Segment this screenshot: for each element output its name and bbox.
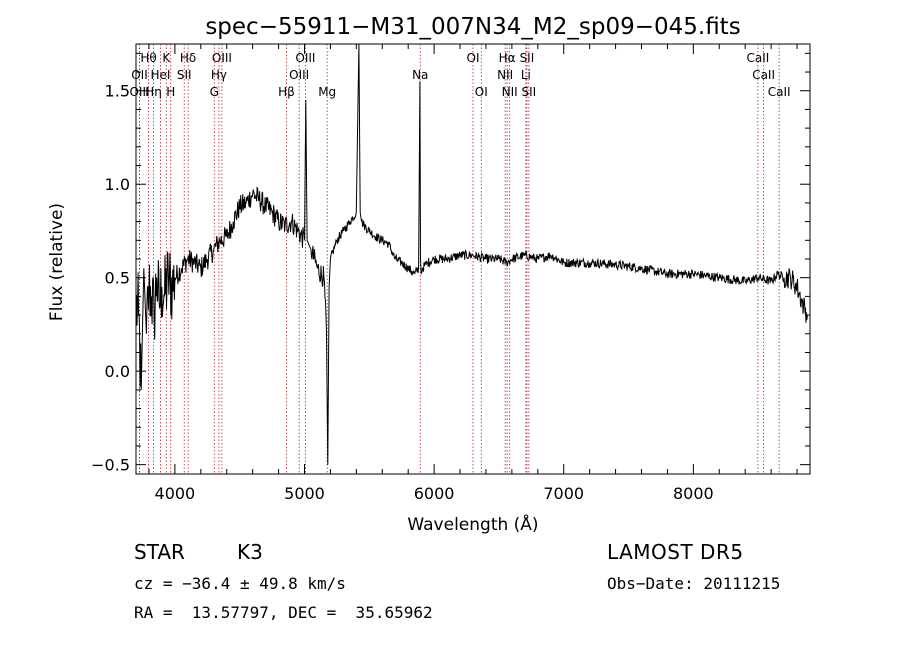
- line-label: G: [210, 85, 219, 99]
- line-label: Mg: [318, 85, 336, 99]
- object-class: STAR: [134, 540, 185, 564]
- y-tick-label: 1.0: [105, 175, 130, 194]
- line-label: HeI: [151, 68, 171, 82]
- y-tick-label: 0.5: [105, 269, 130, 288]
- x-tick-label: 4000: [155, 484, 196, 503]
- line-label: SII: [520, 51, 535, 65]
- line-label: Li: [521, 68, 531, 82]
- spectrum-line: [135, 43, 808, 465]
- spectral-line-markers: [139, 44, 780, 474]
- line-label: NII: [502, 85, 518, 99]
- line-label: Hδ: [180, 51, 196, 65]
- chart-title: spec−55911−M31_007N34_M2_sp09−045.fits: [205, 14, 740, 40]
- x-axis-ticks: 4000 5000 6000 7000 8000: [148, 44, 798, 503]
- line-label: K: [162, 51, 171, 65]
- line-label: SII: [177, 68, 192, 82]
- spectrum-series: [135, 43, 808, 465]
- survey-name: LAMOST DR5: [607, 540, 744, 564]
- line-label: Na: [412, 68, 428, 82]
- y-axis-label: Flux (relative): [47, 203, 67, 321]
- y-tick-label: 1.5: [105, 82, 130, 101]
- line-label: CaII: [768, 85, 791, 99]
- line-label: Hβ: [278, 85, 295, 99]
- x-tick-label: 7000: [543, 484, 584, 503]
- line-label: OIII: [129, 85, 149, 99]
- redshift-readout: cz = −36.4 ± 49.8 km/s: [134, 574, 346, 593]
- observation-date: Obs−Date: 20111215: [607, 574, 781, 593]
- x-tick-label: 6000: [414, 484, 455, 503]
- y-axis-ticks: −0.5 0.0 0.5 1.0 1.5: [91, 52, 810, 475]
- y-tick-label: 0.0: [105, 362, 130, 381]
- line-label: SII: [522, 85, 537, 99]
- line-label: OIII: [212, 51, 232, 65]
- line-label: OI: [475, 85, 488, 99]
- coordinates-readout: RA = 13.57797, DEC = 35.65962: [134, 603, 433, 622]
- y-tick-label: −0.5: [91, 456, 130, 475]
- x-tick-label: 5000: [284, 484, 325, 503]
- line-label: Hγ: [211, 68, 227, 82]
- x-axis-label: Wavelength (Å): [407, 513, 538, 535]
- line-label: CaII: [752, 68, 775, 82]
- x-tick-label: 8000: [673, 484, 714, 503]
- line-label: H: [166, 85, 175, 99]
- line-label: OII: [131, 68, 148, 82]
- line-label: CaII: [746, 51, 769, 65]
- line-label: Hα: [499, 51, 516, 65]
- line-label: OIII: [289, 68, 309, 82]
- line-label: OI: [467, 51, 480, 65]
- line-label: Hθ: [140, 51, 156, 65]
- line-label: Hη: [145, 85, 162, 99]
- object-subclass: K3: [237, 540, 263, 564]
- line-label: OIII: [295, 51, 315, 65]
- line-label: NII: [497, 68, 513, 82]
